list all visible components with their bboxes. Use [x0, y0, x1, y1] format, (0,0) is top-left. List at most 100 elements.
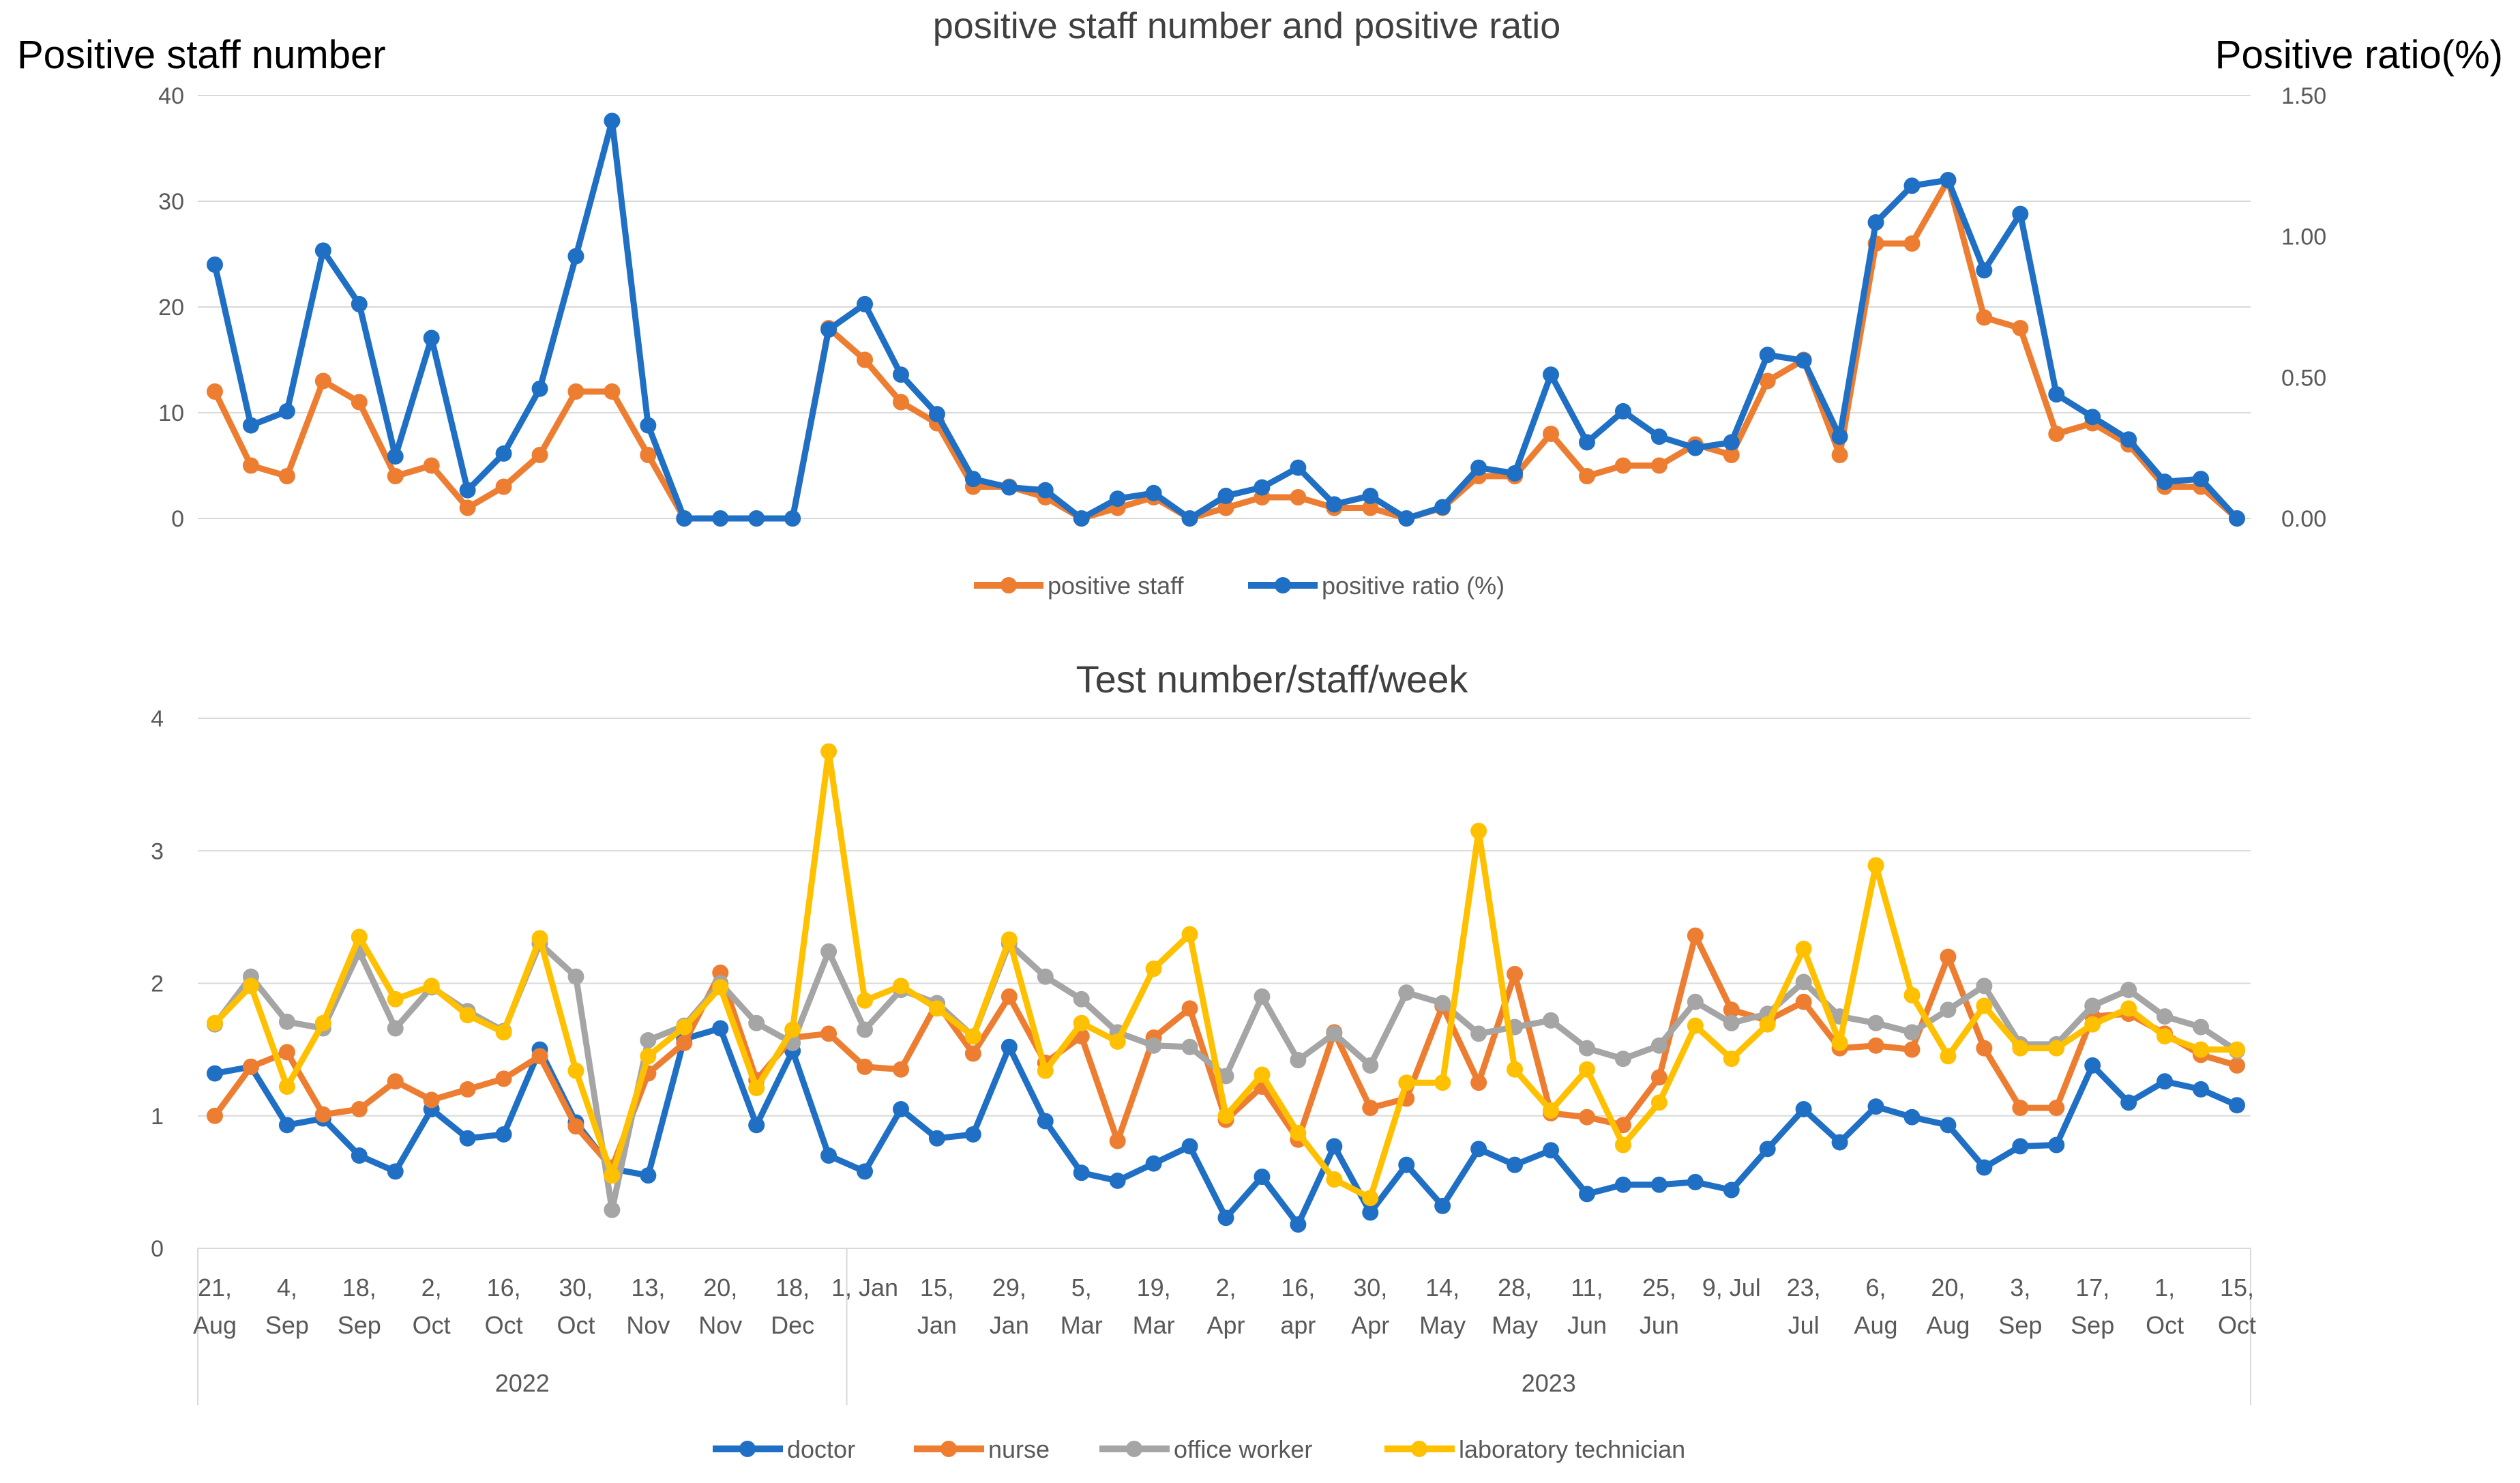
point-doctor: [2084, 1057, 2101, 1074]
point-laboratory-technician: [1326, 1171, 1343, 1188]
point-positive-staff: [242, 457, 259, 474]
point-laboratory-technician: [2193, 1041, 2210, 1058]
point-nurse: [1940, 948, 1957, 965]
point-office-worker: [1976, 978, 1993, 995]
bottom-tick-label: 4: [151, 706, 164, 732]
point-positive-ratio: [2012, 205, 2029, 222]
point-positive-ratio: [387, 448, 404, 465]
point-doctor: [2120, 1094, 2137, 1111]
point-positive-ratio: [2229, 510, 2245, 527]
point-positive-ratio: [820, 321, 837, 338]
point-doctor: [2193, 1081, 2210, 1098]
point-positive-ratio: [1398, 510, 1415, 527]
top-left-tick-label: 40: [158, 83, 184, 109]
top-left-tick-label: 10: [158, 400, 184, 426]
bottom-y-ticks: 0 1 2 3 4: [151, 706, 164, 1262]
point-positive-ratio: [1217, 487, 1234, 504]
x-tick-label: 1,: [2154, 1274, 2175, 1302]
point-laboratory-technician: [242, 978, 259, 995]
point-positive-ratio: [857, 295, 874, 312]
point-positive-staff: [640, 447, 657, 463]
point-nurse: [1000, 988, 1018, 1005]
point-laboratory-technician: [640, 1048, 657, 1065]
point-positive-ratio: [1000, 479, 1018, 496]
point-nurse: [207, 1107, 223, 1124]
point-laboratory-technician: [1795, 940, 1812, 957]
point-laboratory-technician: [2156, 1028, 2174, 1045]
x-tick-label: 23,: [1787, 1274, 1821, 1302]
point-positive-staff: [604, 383, 621, 400]
x-tick-label: Mar: [1133, 1311, 1175, 1339]
point-positive-ratio: [531, 380, 548, 397]
point-laboratory-technician: [495, 1024, 512, 1041]
point-office-worker: [1145, 1037, 1162, 1054]
point-nurse: [1614, 1117, 1631, 1134]
point-nurse: [242, 1058, 259, 1075]
point-laboratory-technician: [531, 930, 548, 947]
point-office-worker: [2120, 982, 2137, 999]
point-nurse: [1867, 1037, 1884, 1054]
point-laboratory-technician: [1723, 1051, 1740, 1068]
x-tick-label: Jan: [917, 1311, 957, 1339]
point-laboratory-technician: [712, 979, 729, 996]
legend-office-worker-label: office worker: [1174, 1435, 1312, 1463]
legend-nurse: nurse: [914, 1435, 1050, 1463]
point-nurse: [1362, 1100, 1379, 1117]
x-tick-label: 14,: [1425, 1274, 1459, 1302]
x-tick-label: Mar: [1061, 1311, 1103, 1339]
point-office-worker: [387, 1020, 404, 1037]
point-laboratory-technician: [1434, 1074, 1451, 1091]
point-doctor: [207, 1065, 223, 1082]
point-positive-ratio: [1254, 479, 1271, 496]
point-doctor: [640, 1167, 657, 1184]
point-doctor: [1254, 1169, 1271, 1186]
point-doctor: [820, 1147, 837, 1164]
point-office-worker: [1073, 990, 1090, 1008]
point-laboratory-technician: [1362, 1190, 1379, 1207]
point-office-worker: [1543, 1012, 1560, 1029]
point-laboratory-technician: [1614, 1136, 1631, 1154]
series-positive-staff: [207, 172, 2245, 527]
x-tick-label: May: [1419, 1311, 1466, 1339]
point-nurse: [351, 1101, 368, 1118]
point-positive-staff: [1831, 447, 1848, 463]
point-laboratory-technician: [748, 1079, 765, 1096]
point-positive-staff: [387, 468, 404, 484]
point-positive-ratio: [1614, 402, 1631, 420]
x-tick-label: 21,: [198, 1274, 232, 1302]
point-doctor: [1000, 1038, 1018, 1055]
point-positive-ratio: [676, 510, 693, 527]
point-positive-staff: [278, 468, 295, 484]
point-positive-ratio: [2120, 431, 2137, 448]
x-tick-label: 15,: [2220, 1274, 2254, 1302]
point-office-worker: [2156, 1008, 2174, 1025]
point-positive-ratio: [1831, 428, 1848, 445]
point-laboratory-technician: [314, 1014, 331, 1031]
point-laboratory-technician: [1037, 1062, 1054, 1079]
point-positive-ratio: [2156, 473, 2174, 490]
legend-positive-staff: positive staff: [974, 572, 1184, 600]
point-positive-ratio: [1759, 347, 1776, 364]
x-tick-label: 17,: [2075, 1274, 2109, 1302]
point-nurse: [2229, 1057, 2245, 1074]
point-doctor: [387, 1163, 404, 1180]
x-tick-label: 29,: [992, 1274, 1026, 1302]
x-tick-label: Aug: [1854, 1311, 1898, 1339]
point-laboratory-technician: [1145, 960, 1162, 978]
point-nurse: [964, 1045, 981, 1062]
point-doctor: [1073, 1164, 1090, 1181]
point-office-worker: [1867, 1014, 1884, 1031]
point-doctor: [351, 1147, 368, 1164]
point-laboratory-technician: [820, 743, 837, 760]
point-office-worker: [1037, 968, 1054, 985]
point-positive-ratio: [1290, 459, 1307, 476]
series-positive-ratio: [207, 113, 2245, 527]
point-doctor: [1181, 1138, 1198, 1155]
x-tick-label: Jun: [1567, 1311, 1607, 1339]
point-office-worker: [1398, 984, 1415, 1001]
point-nurse: [820, 1025, 837, 1042]
x-tick-label: 19,: [1137, 1274, 1171, 1302]
point-positive-ratio: [1434, 499, 1451, 516]
x-tick-label: May: [1492, 1311, 1538, 1339]
point-positive-staff: [1217, 499, 1234, 516]
